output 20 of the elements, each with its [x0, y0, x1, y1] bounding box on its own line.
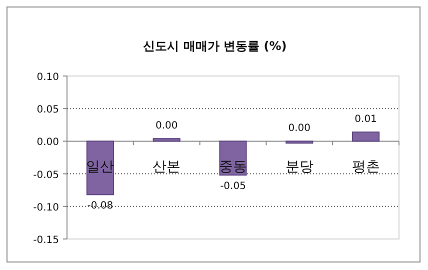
x-tick-label: 산본: [152, 159, 181, 176]
x-tick-label: 평촌: [352, 159, 380, 176]
x-tick-label: 분당: [285, 159, 314, 176]
data-label: -0.05: [220, 181, 246, 192]
data-label: 0.01: [354, 114, 377, 126]
data-label: 0.00: [155, 120, 178, 132]
y-tick-label: -0.05: [33, 170, 59, 181]
y-tick-label: -0.10: [33, 202, 59, 214]
x-tick-label: 일산: [86, 159, 114, 176]
y-tick-label: 0.05: [36, 104, 59, 116]
bar: [86, 140, 114, 196]
y-tick-label: 0.10: [36, 72, 59, 83]
bar: [152, 138, 180, 142]
y-tick-label: 0.00: [36, 137, 59, 148]
bar: [352, 132, 380, 142]
data-label: 0.00: [288, 123, 311, 134]
data-label: -0.08: [87, 200, 114, 212]
chart-title: 신도시 매매가 변동률 (%): [143, 39, 287, 53]
y-tick-label: -0.15: [33, 235, 59, 246]
x-tick-label: 중동: [219, 159, 247, 176]
